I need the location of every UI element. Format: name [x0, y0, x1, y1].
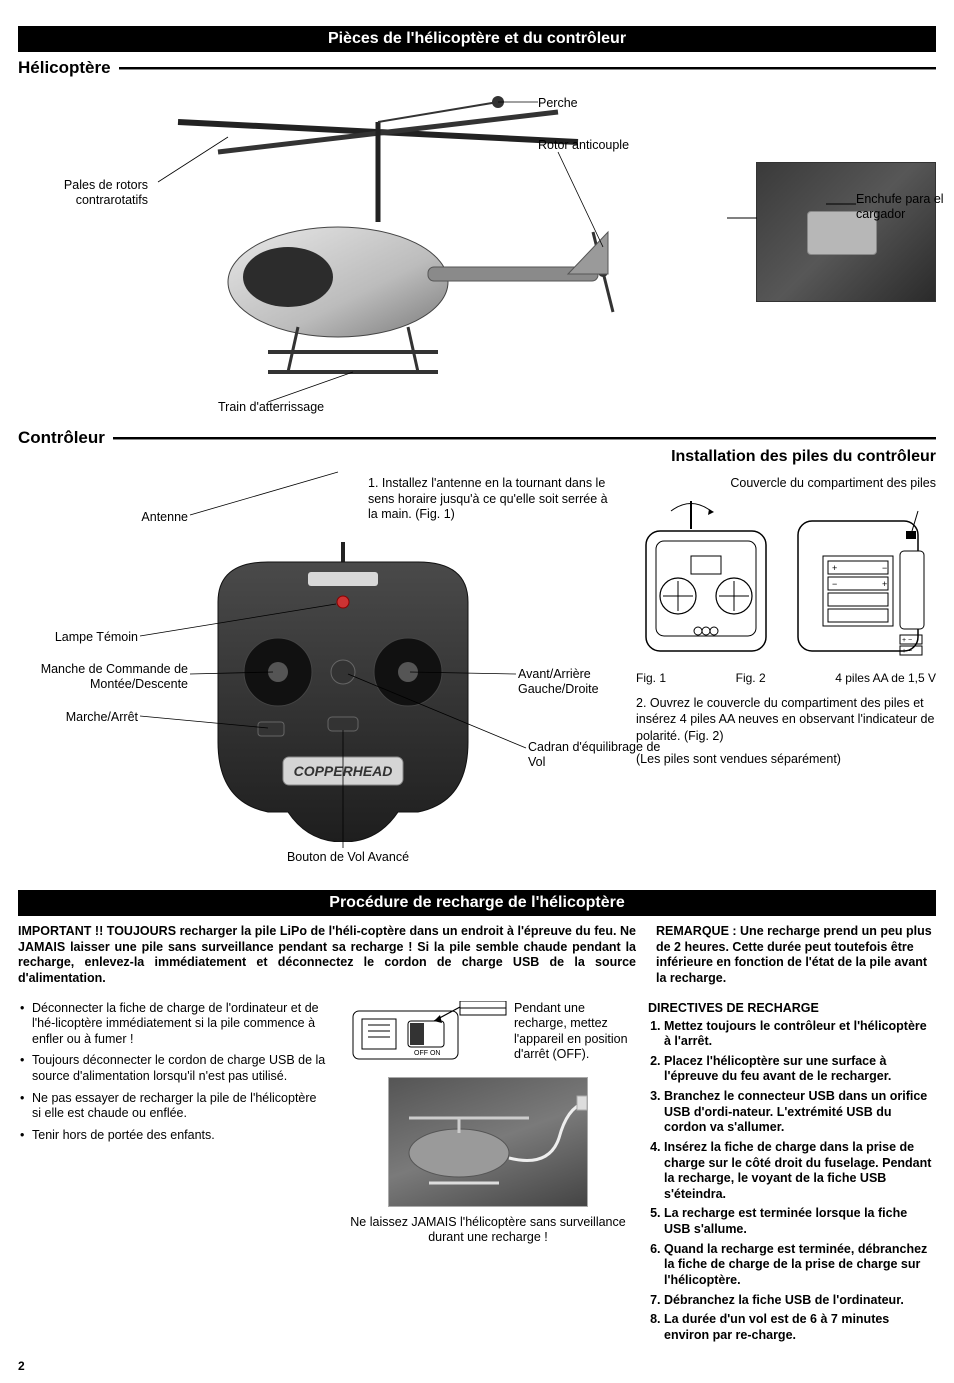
step-3: Branchez le connecteur USB dans un orifi… [664, 1089, 936, 1136]
remark-text: REMARQUE : Une recharge prend un peu plu… [656, 924, 936, 987]
bullet-1: Déconnecter la fiche de charge de l'ordi… [18, 1001, 328, 1048]
section-title-parts: Pièces de l'hélicoptère et du contrôleur [18, 26, 936, 52]
heli-section-label: Hélicoptère [18, 58, 936, 78]
controller-title: Contrôleur [18, 428, 105, 448]
switch-off-text: Pendant une recharge, mettez l'appareil … [514, 1001, 628, 1064]
svg-text:+ −: + − [902, 637, 912, 644]
callout-enchufe-text: Enchufe para el cargador [856, 192, 946, 222]
never-unattended: Ne laissez JAMAIS l'hélicoptère sans sur… [348, 1215, 628, 1246]
step-2: Placez l'hélicoptère sur une surface à l… [664, 1054, 936, 1085]
bullet-3: Ne pas essayer de recharger la pile de l… [18, 1091, 328, 1122]
helicopter-diagram: Perche Rotor anticouple Pales de rotors … [18, 82, 936, 422]
battery-diagrams: Couvercle du compartiment des piles [636, 476, 936, 766]
svg-text:OFF ON: OFF ON [414, 1050, 440, 1057]
callout-rotor-anticouple: Rotor anticouple [538, 138, 629, 153]
rule [113, 437, 936, 440]
piles-spec: 4 piles AA de 1,5 V [835, 671, 936, 685]
controller-section-label: Contrôleur [18, 428, 936, 448]
svg-text:+: + [882, 579, 887, 589]
heli-title: Hélicoptère [18, 58, 111, 78]
step-7: Débranchez la fiche USB de l'ordinateur. [664, 1293, 936, 1309]
controller-diagram-area: Installation des piles du contrôleur 1. … [18, 452, 936, 882]
directives-column: DIRECTIVES DE RECHARGE Mettez toujours l… [648, 1001, 936, 1348]
controller-leaders [18, 452, 638, 872]
install-title: Installation des piles du contrôleur [671, 448, 936, 466]
bullet-2: Toujours déconnecter le cordon de charge… [18, 1053, 328, 1084]
svg-text:−: − [832, 579, 837, 589]
bullet-4: Tenir hors de portée des enfants. [18, 1128, 328, 1144]
callout-perche: Perche [538, 96, 578, 111]
off-switch-diagram: OFF ON [348, 1001, 508, 1071]
step-1: Mettez toujours le contrôleur et l'hélic… [664, 1019, 936, 1050]
section-title-recharge: Procédure de recharge de l'hélicoptère [18, 890, 936, 916]
charging-photo [388, 1077, 588, 1207]
charger-port-photo [756, 162, 936, 302]
middle-column: OFF ON Pendant une recharge, mettez l'ap… [348, 1001, 628, 1348]
callout-pales: Pales de rotors contrarotatifs [18, 178, 148, 208]
bullets-column: Déconnecter la fiche de charge de l'ordi… [18, 1001, 328, 1348]
fig2-label: Fig. 2 [736, 671, 766, 685]
battery-step2: 2. Ouvrez le couvercle du compartiment d… [636, 695, 936, 744]
helicopter-svg [138, 82, 638, 412]
step-6: Quand la recharge est terminée, débranch… [664, 1242, 936, 1289]
fig1-label: Fig. 1 [636, 671, 666, 685]
callout-train: Train d'atterrissage [218, 400, 324, 415]
step-4: Insérez la fiche de charge dans la prise… [664, 1140, 936, 1203]
svg-text:−: − [882, 563, 887, 573]
radio-back-svg: + − − + + − + − [788, 501, 928, 661]
rule [119, 67, 936, 70]
leader-enchufe [826, 200, 856, 208]
page-number: 2 [18, 1359, 936, 1373]
recharge-steps: Mettez toujours le contrôleur et l'hélic… [648, 1019, 936, 1344]
step-8: La durée d'un vol est de 6 à 7 minutes e… [664, 1312, 936, 1343]
callout-couvercle: Couvercle du compartiment des piles [636, 476, 936, 491]
important-text: IMPORTANT !! TOUJOURS recharger la pile … [18, 924, 636, 987]
batteries-sold-sep: (Les piles sont vendues séparément) [636, 752, 936, 766]
directives-title: DIRECTIVES DE RECHARGE [648, 1001, 936, 1015]
svg-text:+: + [832, 563, 837, 573]
warning-bullets: Déconnecter la fiche de charge de l'ordi… [18, 1001, 328, 1144]
svg-text:+ −: + − [902, 648, 912, 655]
radio-front-svg [636, 501, 776, 661]
step-5: La recharge est terminée lorsque la fich… [664, 1206, 936, 1237]
